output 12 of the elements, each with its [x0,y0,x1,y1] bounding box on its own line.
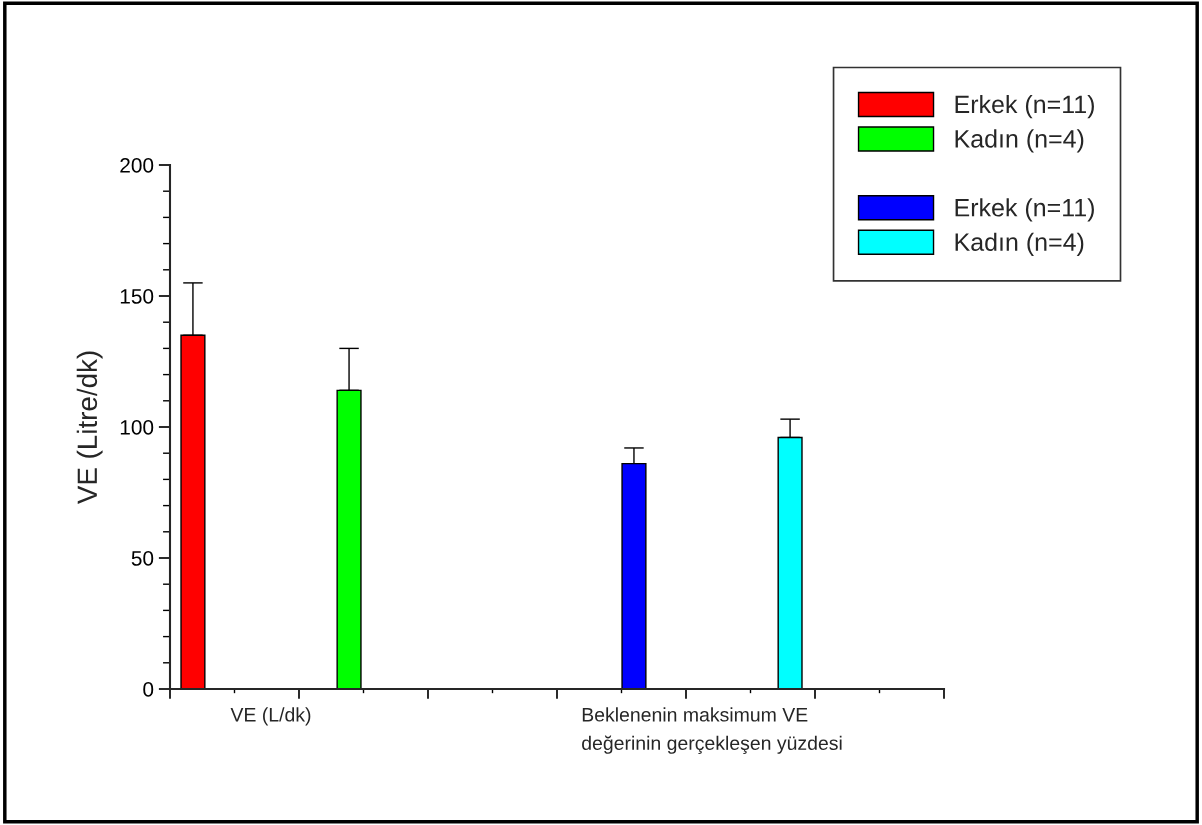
y-tick-label: 150 [120,289,154,304]
x-tick-label: VE (L/dk) [230,707,311,726]
y-tick-label: 0 [143,682,154,697]
legend-label: Erkek (n=11) [955,94,1094,119]
x-tick-label: Beklenenin maksimum VE değerinin gerçekleşen yüzdesi [582,707,842,754]
y-tick-label: 50 [131,551,154,566]
legend-label: Erkek (n=11) [955,198,1094,222]
y-tick-label: 200 [120,158,154,173]
legend-label: Kadın (n=4) [955,232,1084,256]
y-tick-label: 100 [120,420,154,435]
legend-label: Kadın (n=4) [955,129,1084,153]
y-axis-title: VE (Litre/dk) [76,351,103,505]
